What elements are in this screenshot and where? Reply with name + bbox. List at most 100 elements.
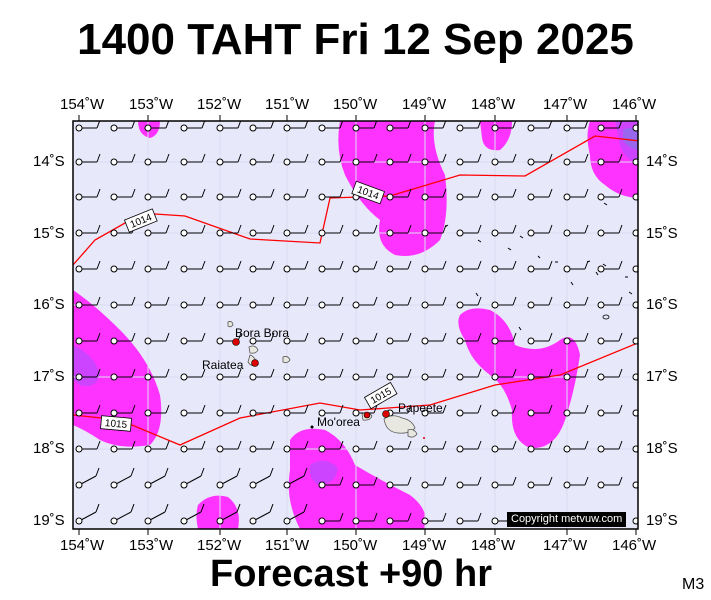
wind-barb: [180, 332, 206, 345]
wind-barb: [352, 296, 378, 309]
wind-barb: [456, 296, 482, 309]
lon-label: 149˚W: [402, 537, 447, 554]
wind-barb: [632, 517, 638, 525]
wind-barb: [563, 224, 589, 237]
wind-barb: [527, 404, 553, 417]
wind-barb: [249, 332, 275, 345]
wind-barb: [318, 188, 344, 201]
wind-barb: [527, 476, 553, 489]
rain-layer: [73, 121, 638, 529]
wind-barb: [491, 188, 517, 201]
wind-barb: [180, 188, 206, 201]
wind-barb: [563, 296, 589, 309]
wind-barb: [216, 503, 241, 525]
wind-barb: [563, 404, 589, 417]
wind-barb: [75, 188, 101, 201]
wind-barb: [110, 332, 136, 345]
wind-barb: [110, 368, 136, 381]
wind-barb: [216, 153, 242, 166]
wind-barb: [144, 188, 170, 201]
wind-barb: [421, 476, 447, 489]
wind-barb: [75, 404, 101, 417]
wind-barb: [249, 260, 275, 273]
wind-barb: [563, 188, 589, 201]
wind-barb: [597, 224, 623, 237]
wind-barb: [456, 512, 482, 525]
wind-barb: [144, 404, 170, 417]
bora-bora-marker: [232, 338, 240, 346]
isobars: [73, 135, 638, 446]
wind-barb: [386, 224, 412, 237]
wind-barb: [75, 260, 101, 273]
wind-barb: [283, 224, 309, 237]
wind-barb: [283, 188, 309, 201]
wind-barb: [283, 440, 309, 453]
wind-barb: [144, 503, 169, 525]
wind-barb: [180, 368, 206, 381]
wind-barb: [216, 260, 242, 273]
place-label: Raiatea: [202, 358, 244, 372]
place-label: Papeete: [398, 401, 443, 415]
lon-label: 150˚W: [333, 537, 378, 554]
wind-barb: [283, 332, 309, 345]
wind-barb: [456, 404, 482, 417]
wind-barb: [180, 224, 206, 237]
raiatea-island: [248, 345, 259, 354]
wind-barb: [144, 153, 170, 166]
wind-barb: [249, 296, 275, 309]
wind-barb: [597, 153, 623, 166]
wind-barb: [110, 404, 136, 417]
wind-barb: [352, 224, 378, 237]
wind-barb: [318, 296, 344, 309]
islands: [227, 202, 633, 439]
wind-barb: [491, 260, 517, 273]
wind-barb: [318, 368, 344, 381]
wind-barb: [491, 153, 517, 166]
wind-barb: [597, 188, 623, 201]
wind-barb: [456, 368, 482, 381]
wind-barb: [110, 188, 136, 201]
wind-barb: [632, 373, 638, 381]
wind-barb: [491, 224, 517, 237]
wind-barb: [180, 467, 205, 489]
wind-barb: [527, 440, 553, 453]
lat-label: 14˚S: [33, 153, 65, 170]
wind-barb: [421, 260, 447, 273]
wind-barb: [318, 332, 344, 345]
wind-barb: [456, 188, 482, 201]
wind-barb: [386, 121, 412, 132]
wind-barb: [283, 404, 309, 417]
wind-barb: [180, 503, 205, 525]
wind-barbs: [75, 121, 638, 525]
wind-barb: [110, 260, 136, 273]
wind-barb: [597, 440, 623, 453]
wind-barb: [386, 296, 412, 309]
raiatea-marker: [251, 359, 259, 367]
lon-label: 146˚W: [612, 96, 657, 113]
wind-barb: [421, 368, 447, 381]
wind-barb: [352, 153, 378, 166]
wind-barb: [180, 404, 206, 417]
lat-label: 15˚S: [33, 225, 65, 242]
lat-label: 16˚S: [33, 296, 65, 313]
wind-barb: [632, 409, 638, 417]
wind-barb: [421, 440, 447, 453]
wind-barb: [386, 440, 412, 453]
wind-barb: [527, 188, 553, 201]
wind-barb: [597, 404, 623, 417]
lon-label: 148˚W: [471, 537, 516, 554]
wind-barb: [491, 476, 517, 489]
wind-barb: [75, 503, 100, 525]
wind-barb: [421, 332, 447, 345]
lat-label: 14˚S: [646, 153, 678, 170]
wind-barb: [632, 193, 638, 201]
wind-barb: [216, 296, 242, 309]
wind-barb: [527, 368, 553, 381]
wind-barb: [216, 440, 242, 453]
moorea-marker: [363, 411, 371, 419]
model-label: M3: [682, 576, 705, 593]
wind-barb: [632, 229, 638, 237]
wind-barb: [563, 260, 589, 273]
wind-barb: [352, 476, 378, 489]
wind-barb: [386, 368, 412, 381]
